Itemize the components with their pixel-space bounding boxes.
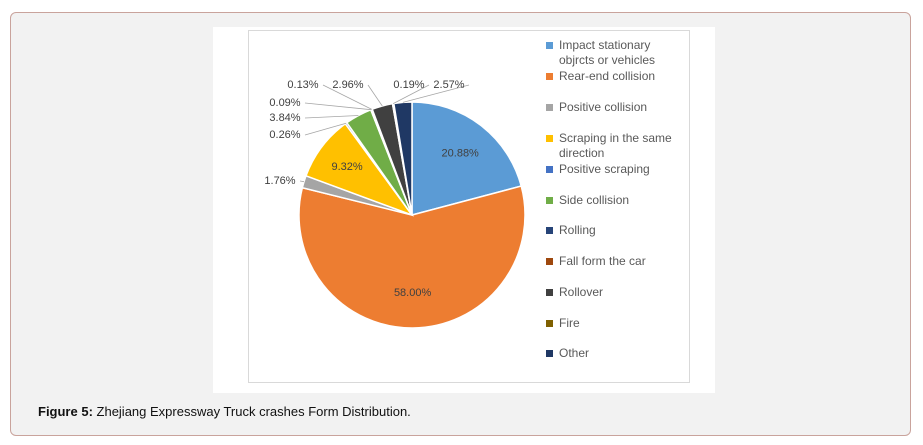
legend-label-impact-stationary-objrcts-or-vehicles: Impact stationary objrcts or vehicles (559, 38, 655, 67)
legend-swatch-rollover (546, 289, 553, 296)
legend-swatch-fall-form-the-car (546, 258, 553, 265)
pie-chart: 20.88% 58.00% 1.76% 9.32% 0.26% 3.84% 0.09% 0.1… (264, 38, 672, 360)
data-label-positive-collision: 1.76% (264, 175, 295, 187)
legend-swatch-rear-end-collision (546, 73, 553, 80)
legend-label-fire: Fire (559, 316, 580, 330)
data-label-rolling: 0.09% (269, 97, 300, 109)
figure-caption: Figure 5: Zhejiang Expressway Truck cras… (38, 404, 411, 419)
data-label-fire: 0.19% (393, 79, 424, 91)
caption-label: Figure 5: (38, 404, 93, 419)
data-label-scraping-in-the-same-direction: 9.32% (331, 161, 362, 173)
chart-frame (248, 30, 690, 383)
leader-line-fire (393, 84, 430, 104)
data-label-other: 2.57% (433, 79, 464, 91)
legend-swatch-side-collision (546, 197, 553, 204)
legend-label-side-collision: Side collision (559, 193, 629, 207)
leader-line-positive-collision (299, 180, 305, 183)
legend-label-other: Other (559, 346, 589, 360)
legend-swatch-rolling (546, 227, 553, 234)
legend-swatch-impact-stationary-objrcts-or-vehicles (546, 42, 553, 49)
legend-swatch-scraping-in-the-same-direction (546, 135, 553, 142)
data-label-rollover: 2.96% (332, 79, 363, 91)
data-label-impact-stationary-objrcts-or-vehicles: 20.88% (442, 147, 480, 159)
legend-swatch-positive-scraping (546, 166, 553, 173)
legend-swatch-other (546, 350, 553, 357)
legend-label-scraping-in-the-same-direction: Scraping in the same direction (559, 131, 672, 160)
pie-slice-rear-end-collision (298, 185, 526, 329)
legend-label-rear-end-collision: Rear-end collision (559, 69, 655, 83)
legend-label-rollover: Rollover (559, 285, 603, 299)
data-label-side-collision: 3.84% (269, 112, 300, 124)
leader-line-fall-form-the-car (322, 84, 372, 110)
legend-label-rolling: Rolling (559, 223, 596, 237)
leader-line-side-collision (304, 115, 359, 119)
pie-slice-impact-stationary-objrcts-or-vehicles (411, 101, 523, 216)
data-label-positive-scraping: 0.26% (269, 129, 300, 141)
legend-label-positive-collision: Positive collision (559, 100, 647, 114)
leader-line-rolling (304, 102, 372, 111)
data-label-fall-form-the-car: 0.13% (287, 79, 318, 91)
leader-line-rollover (367, 84, 383, 107)
data-label-rear-end-collision: 58.00% (394, 287, 432, 299)
caption-text: Zhejiang Expressway Truck crashes Form D… (92, 404, 411, 419)
leader-line-other (402, 84, 470, 103)
leader-line-positive-scraping (304, 122, 347, 136)
legend-swatch-fire (546, 320, 553, 327)
legend-label-fall-form-the-car: Fall form the car (559, 254, 646, 268)
legend-label-positive-scraping: Positive scraping (559, 162, 650, 176)
legend-swatch-positive-collision (546, 104, 553, 111)
